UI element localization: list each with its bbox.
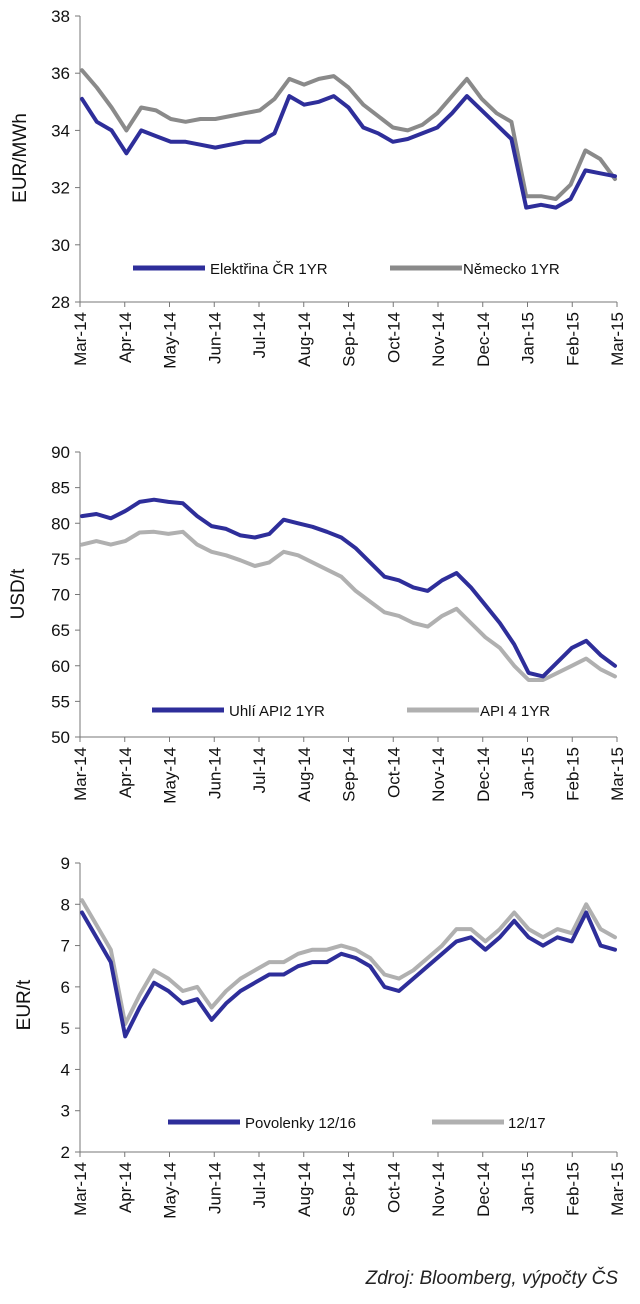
y-tick-label: 8 [61,895,70,914]
x-tick-label: May-14 [161,1162,180,1219]
y-tick-label: 4 [61,1060,70,1079]
y-tick-label: 34 [51,121,70,140]
y-tick-label: 32 [51,179,70,198]
x-tick-label: Dec-14 [474,312,493,367]
y-axis-title: USD/t [8,568,29,619]
x-tick-label: Oct-14 [384,312,403,363]
x-tick-label: Dec-14 [474,747,493,802]
legend-label: 12/17 [508,1115,546,1132]
x-tick-label: Mar-15 [608,312,627,366]
x-tick-label: Aug-14 [295,747,314,802]
x-tick-label: Apr-14 [116,747,135,798]
x-tick-label: Nov-14 [429,312,448,367]
x-tick-label: Oct-14 [384,747,403,798]
x-tick-label: Mar-15 [608,1162,627,1216]
x-tick-label: Feb-15 [563,1162,582,1216]
x-tick-label: Sep-14 [340,1162,359,1217]
x-tick-label: Mar-14 [71,747,90,801]
x-tick-label: Oct-14 [384,1162,403,1213]
y-tick-label: 90 [51,443,70,462]
x-tick-label: Aug-14 [295,1162,314,1217]
x-tick-label: Jul-14 [250,312,269,358]
x-tick-label: Jul-14 [250,1162,269,1208]
series-line [80,94,617,210]
x-tick-label: Apr-14 [116,1162,135,1213]
x-tick-label: Jun-14 [205,747,224,799]
series-line [80,898,617,1026]
x-tick-label: Jun-14 [205,1162,224,1214]
y-tick-label: 6 [61,978,70,997]
x-tick-label: Feb-15 [563,312,582,366]
series-line [80,68,617,201]
y-tick-label: 50 [51,728,70,747]
legend-label: API 4 1YR [480,703,550,720]
y-tick-label: 80 [51,514,70,533]
x-tick-label: Mar-14 [71,1162,90,1216]
legend-label: Německo 1YR [463,261,560,278]
x-tick-label: Sep-14 [340,747,359,802]
y-axis-title: EUR/MWh [10,113,31,203]
y-tick-label: 28 [51,293,70,312]
y-tick-label: 65 [51,621,70,640]
x-tick-label: Mar-14 [71,312,90,366]
y-tick-label: 9 [61,854,70,873]
x-tick-label: Apr-14 [116,312,135,363]
x-tick-label: May-14 [161,747,180,804]
y-tick-label: 70 [51,586,70,605]
x-tick-label: Jul-14 [250,747,269,793]
y-tick-label: 5 [61,1019,70,1038]
y-tick-label: 85 [51,479,70,498]
y-tick-label: 2 [61,1143,70,1162]
x-tick-label: Feb-15 [563,747,582,801]
x-tick-label: Sep-14 [340,312,359,367]
x-tick-label: Nov-14 [429,747,448,802]
x-tick-label: Dec-14 [474,1162,493,1217]
x-tick-label: Mar-15 [608,747,627,801]
y-tick-label: 38 [51,7,70,26]
series-line [80,497,617,679]
x-tick-label: Jan-15 [519,747,538,799]
x-tick-label: Jan-15 [519,1162,538,1214]
x-tick-label: Jan-15 [519,312,538,364]
series-line [80,910,617,1039]
x-tick-label: May-14 [161,312,180,369]
y-tick-label: 36 [51,64,70,83]
y-tick-label: 60 [51,657,70,676]
y-tick-label: 55 [51,692,70,711]
y-tick-label: 75 [51,550,70,569]
x-tick-label: Nov-14 [429,1162,448,1217]
x-tick-label: Aug-14 [295,312,314,367]
x-tick-label: Jun-14 [205,312,224,364]
legend-label: Uhlí API2 1YR [229,703,325,720]
series-line [80,529,617,682]
y-tick-label: 3 [61,1102,70,1121]
legend-label: Povolenky 12/16 [245,1115,356,1132]
legend-label: Elektřina ČR 1YR [210,261,328,278]
y-axis-title: EUR/t [14,979,35,1030]
source-note: Zdroj: Bloomberg, výpočty ČS [365,1268,618,1289]
y-tick-label: 30 [51,236,70,255]
y-tick-label: 7 [61,937,70,956]
